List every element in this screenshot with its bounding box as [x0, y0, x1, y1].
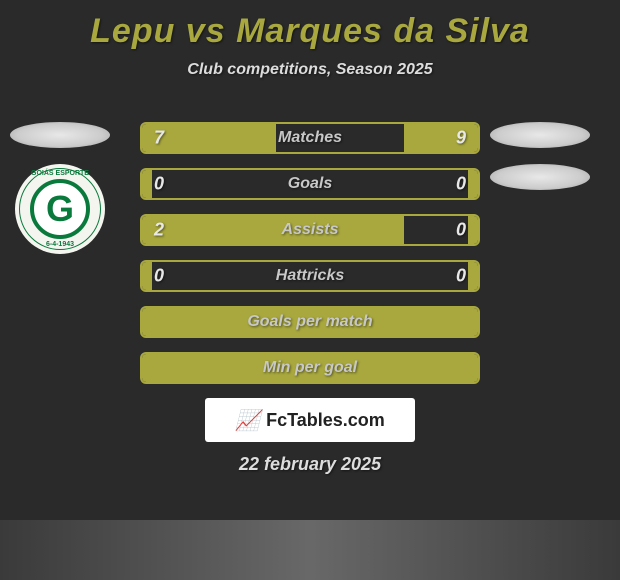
watermark: 📈 FcTables.com — [205, 398, 415, 442]
bar-fill-right — [404, 124, 478, 152]
bar-fill-right — [468, 262, 478, 290]
player-left-placeholder — [10, 122, 110, 148]
stat-row: 0 0 Goals — [140, 168, 480, 200]
stat-left-value: 2 — [154, 220, 164, 241]
bar-fill-right — [468, 216, 478, 244]
stat-right-value: 0 — [456, 174, 466, 195]
stat-left-value: 0 — [154, 174, 164, 195]
stat-label: Goals — [288, 175, 332, 193]
stat-row: 7 9 Matches — [140, 122, 480, 154]
stat-right-value: 0 — [456, 220, 466, 241]
stats-bars: 7 9 Matches 0 0 Goals 2 0 Assists 0 0 Hattricks Goal… — [140, 122, 480, 398]
stat-left-value: 0 — [154, 266, 164, 287]
stat-row: Goals per match — [140, 306, 480, 338]
stat-label: Min per goal — [263, 359, 357, 377]
bar-fill-left — [142, 262, 152, 290]
stat-row: 2 0 Assists — [140, 214, 480, 246]
bar-fill-left — [142, 216, 404, 244]
stat-label: Assists — [282, 221, 339, 239]
stat-label: Matches — [278, 129, 342, 147]
stat-row: Min per goal — [140, 352, 480, 384]
stat-label: Hattricks — [276, 267, 344, 285]
stat-right-value: 0 — [456, 266, 466, 287]
bar-fill-right — [468, 170, 478, 198]
stat-right-value: 9 — [456, 128, 466, 149]
stat-label: Goals per match — [247, 313, 372, 331]
watermark-text: FcTables.com — [266, 410, 385, 431]
club-badge-top-text: GOIÁS ESPORTE — [31, 170, 89, 177]
bottom-highlight — [0, 520, 620, 580]
page-title: Lepu vs Marques da Silva — [0, 0, 620, 51]
left-column: GOIÁS ESPORTE G 6-4-1943 — [10, 122, 110, 254]
right-column — [490, 122, 610, 206]
player-right-placeholder — [490, 122, 590, 148]
club-right-placeholder — [490, 164, 590, 190]
club-badge-left: GOIÁS ESPORTE G 6-4-1943 — [15, 164, 105, 254]
stat-row: 0 0 Hattricks — [140, 260, 480, 292]
chart-icon: 📈 — [235, 408, 260, 433]
club-badge-bottom-text: 6-4-1943 — [46, 241, 74, 248]
subtitle: Club competitions, Season 2025 — [0, 61, 620, 79]
bar-fill-left — [142, 170, 152, 198]
stat-left-value: 7 — [154, 128, 164, 149]
date-label: 22 february 2025 — [239, 454, 381, 475]
